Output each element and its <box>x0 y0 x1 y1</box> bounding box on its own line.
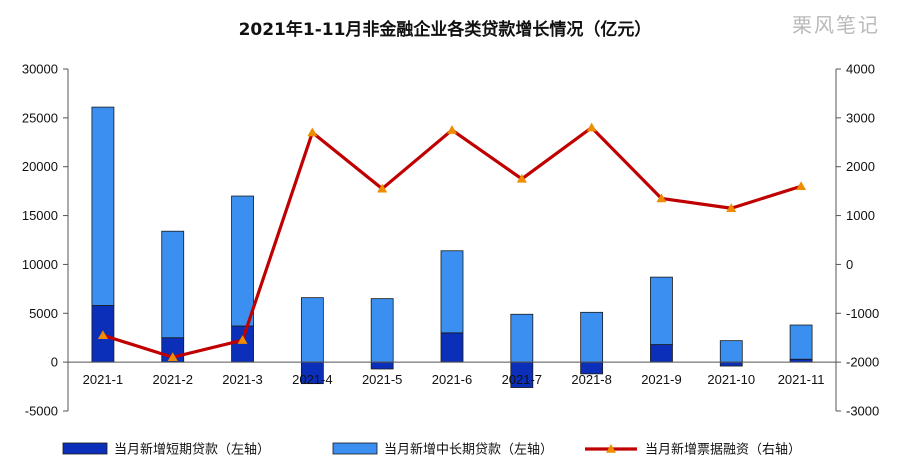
bar-medium-long-term-2021-3 <box>231 195 254 327</box>
plot-area: -5000050001000015000200002500030000-3000… <box>22 62 879 419</box>
x-tick-label: 2021-6 <box>432 372 472 387</box>
x-tick-label: 2021-8 <box>571 372 611 387</box>
legend-swatch <box>332 442 378 455</box>
left-axis-tick-label: 30000 <box>22 62 58 77</box>
line-point-2021-8 <box>586 122 597 132</box>
x-tick-label: 2021-2 <box>152 372 192 387</box>
right-axis-tick-label: 1000 <box>846 208 875 223</box>
x-tick-label: 2021-7 <box>502 372 542 387</box>
left-axis-tick-label: 25000 <box>22 110 58 125</box>
bar-short-term-2021-3 <box>231 325 254 363</box>
right-axis-tick-label: -1000 <box>846 306 879 321</box>
bar-medium-long-term-2021-5 <box>370 298 394 363</box>
right-axis-tick-label: 0 <box>846 257 853 272</box>
line-point-2021-5 <box>377 183 388 193</box>
bar-short-term-2021-5 <box>370 361 394 370</box>
bar-short-term-2021-6 <box>440 332 464 363</box>
left-axis-tick-label: 10000 <box>22 257 58 272</box>
x-tick-label: 2021-4 <box>292 372 332 387</box>
x-tick-label: 2021-1 <box>83 372 123 387</box>
legend: 当月新增短期贷款（左轴） 当月新增中长期贷款（左轴） 当月新增票据融资（右轴） <box>62 442 801 458</box>
line-point-2021-7 <box>516 173 527 183</box>
bar-medium-long-term-2021-4 <box>300 297 324 363</box>
bar-short-term-2021-9 <box>650 344 673 363</box>
left-axis-tick-label: -5000 <box>25 404 58 419</box>
x-tick-label: 2021-11 <box>778 372 825 387</box>
x-tick-label: 2021-10 <box>707 372 755 387</box>
bar-medium-long-term-2021-9 <box>650 276 673 345</box>
line-point-2021-11 <box>796 181 807 191</box>
left-axis-tick-label: 5000 <box>29 306 58 321</box>
legend-label: 当月新增票据融资（右轴） <box>645 442 801 458</box>
line-point-2021-3 <box>237 335 248 344</box>
bar-medium-long-term-2021-7 <box>510 313 534 363</box>
left-axis-tick-label: 20000 <box>22 159 58 174</box>
line-point-2021-4 <box>307 127 318 137</box>
right-axis-tick-label: 2000 <box>846 159 875 174</box>
line-point-2021-10 <box>726 203 737 212</box>
left-axis-tick-label: 0 <box>51 355 58 370</box>
x-tick-label: 2021-3 <box>222 372 262 387</box>
line-point-2021-6 <box>447 125 457 134</box>
right-axis-tick-label: -3000 <box>846 404 879 419</box>
right-axis-tick-label: 4000 <box>846 62 875 77</box>
x-tick-label: 2021-9 <box>641 372 681 387</box>
legend-swatch <box>62 442 108 455</box>
bar-medium-long-term-2021-1 <box>91 106 115 306</box>
chart-title: 2021年1-11月非金融企业各类贷款增长情况（亿元） <box>239 19 652 40</box>
bar-medium-long-term-2021-6 <box>440 250 464 334</box>
watermark: 栗风笔记 <box>792 13 880 37</box>
bar-short-term-2021-10 <box>719 361 743 367</box>
legend-label: 当月新增中长期贷款（左轴） <box>384 442 553 458</box>
bar-medium-long-term-2021-11 <box>789 324 813 360</box>
right-axis-tick-label: 3000 <box>846 110 875 125</box>
bar-medium-long-term-2021-2 <box>161 230 185 339</box>
legend-label: 当月新增短期贷款（左轴） <box>114 442 270 458</box>
x-tick-label: 2021-5 <box>362 372 402 387</box>
left-axis-tick-label: 15000 <box>22 208 58 223</box>
line-point-2021-9 <box>656 193 667 203</box>
line-point-2021-1 <box>97 330 108 340</box>
right-axis-tick-label: -2000 <box>846 355 879 370</box>
legend-swatch-marker <box>606 444 616 453</box>
bar-medium-long-term-2021-10 <box>719 340 743 363</box>
bar-medium-long-term-2021-8 <box>580 311 604 363</box>
line-point-2021-2 <box>167 352 178 362</box>
